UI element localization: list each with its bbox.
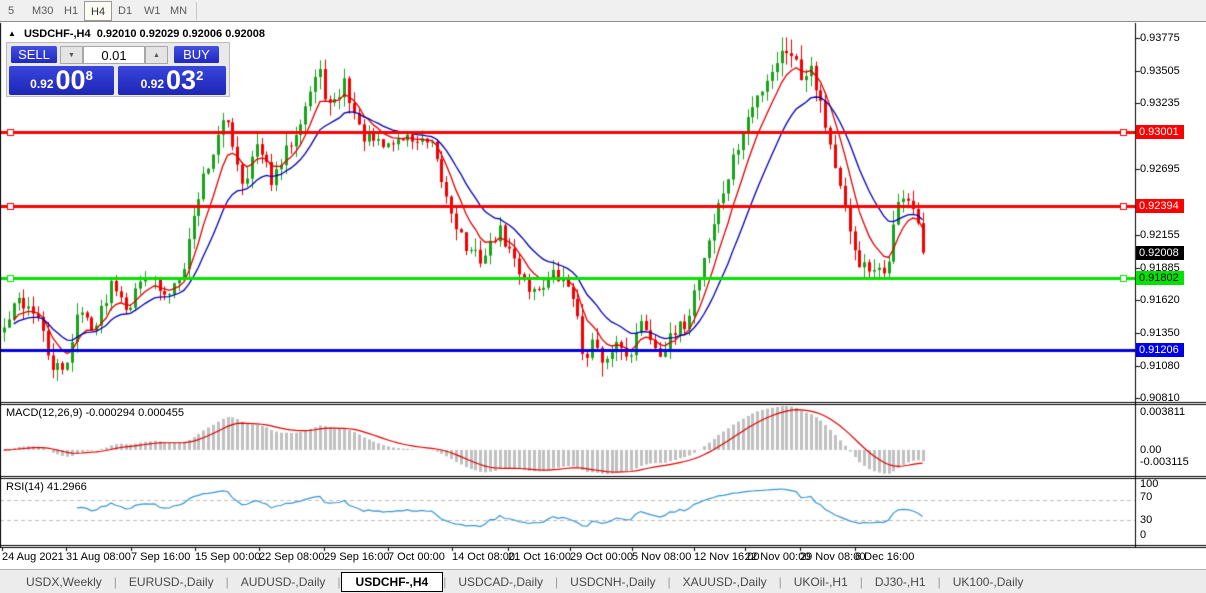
time-axis-label: 29 Oct 00:00 — [570, 551, 633, 563]
time-axis-label: 15 Sep 00:00 — [195, 551, 261, 563]
price-axis-tick-label: 0.93235 — [1140, 97, 1180, 110]
macd-axis-min-label: -0.003115 — [1140, 456, 1189, 468]
sell-price-big: 00 — [55, 65, 86, 95]
buy-button[interactable]: BUY — [174, 46, 219, 64]
price-level-label: 0.91206 — [1136, 343, 1184, 358]
chart-tab-usdx-weekly[interactable]: USDX,Weekly — [26, 574, 102, 589]
volume-increase-button[interactable]: ▲ — [145, 46, 168, 64]
time-axis-label: 29 Sep 16:00 — [324, 551, 390, 563]
price-level-label: 0.92008 — [1136, 245, 1184, 260]
chart-tab-uk100-daily[interactable]: UK100-,Daily — [952, 574, 1024, 589]
chart-tab-audusd-daily[interactable]: AUDUSD-,Daily — [240, 574, 326, 589]
price-axis-tick-label: 0.92155 — [1140, 228, 1180, 241]
rsi-axis-label: 0 — [1140, 529, 1147, 541]
rsi-axis-label: 100 — [1140, 478, 1159, 490]
timeframe-button-mn[interactable]: MN — [170, 5, 188, 17]
sell-button[interactable]: SELL — [11, 46, 57, 64]
time-axis-label: 21 Oct 16:00 — [508, 551, 571, 563]
buy-price-button[interactable]: 0.92 03 2 — [118, 66, 226, 95]
tab-separator: | — [778, 574, 782, 589]
timeframe-toolbar: 5 M30 H1 H4 D1 W1 MN — [0, 0, 1206, 22]
chart-title-symbol: USDCHF-,H4 — [23, 28, 91, 40]
price-axis-tick-label: 0.91620 — [1140, 293, 1180, 306]
chart-tab-usdcnh-daily[interactable]: USDCNH-,Daily — [570, 574, 656, 589]
price-axis-tick-label: 0.93505 — [1140, 64, 1180, 77]
tab-separator: | — [859, 574, 863, 589]
timeframe-button-h4[interactable]: H4 — [84, 1, 113, 21]
sell-price-button[interactable]: 0.92 00 8 — [9, 66, 114, 95]
toolbar-separator — [196, 2, 197, 20]
buy-price-prefix: 0.92 — [140, 77, 165, 91]
volume-input[interactable]: 0.01 — [83, 46, 145, 64]
macd-indicator-label: MACD(12,26,9) -0.000294 0.000455 — [6, 407, 184, 419]
time-axis-label: 6 Dec 16:00 — [855, 551, 915, 563]
chart-tab-usdcad-daily[interactable]: USDCAD-,Daily — [458, 574, 544, 589]
time-axis-label: 22 Nov 00:00 — [745, 551, 811, 563]
timeframe-button-d1[interactable]: D1 — [118, 5, 133, 17]
buy-price-big: 03 — [166, 65, 197, 95]
timeframe-button-5[interactable]: 5 — [8, 5, 15, 17]
price-axis-tick-label: 0.93775 — [1140, 31, 1180, 44]
price-axis-tick-label: 0.91080 — [1140, 359, 1180, 372]
rsi-axis-label: 30 — [1140, 514, 1153, 526]
tab-separator: | — [337, 574, 341, 589]
tab-separator: | — [113, 574, 117, 589]
chart-tab-xauusd-daily[interactable]: XAUUSD-,Daily — [682, 574, 767, 589]
time-axis-label: 12 Nov 16:00 — [694, 551, 760, 563]
time-axis-label: 7 Oct 00:00 — [388, 551, 445, 563]
macd-axis-max-label: 0.003811 — [1140, 406, 1186, 418]
tab-separator: | — [937, 574, 941, 589]
price-axis-tick-label: 0.91350 — [1140, 326, 1180, 339]
chart-tab-usdchf-h4[interactable]: USDCHF-,H4 — [340, 571, 444, 592]
chart-tab-dj30-h1[interactable]: DJ30-,H1 — [874, 574, 926, 589]
time-axis-label: 5 Nov 08:00 — [632, 551, 692, 563]
time-axis-label: 22 Sep 08:00 — [259, 551, 325, 563]
price-axis-tick-label: 0.90810 — [1140, 392, 1180, 405]
time-axis-label: 24 Aug 2021 — [2, 551, 64, 563]
time-axis-label: 14 Oct 08:00 — [452, 551, 515, 563]
timeframe-button-m30[interactable]: M30 — [32, 5, 54, 17]
tab-separator: | — [443, 574, 447, 589]
price-level-label: 0.93001 — [1136, 124, 1184, 139]
buy-price-sup: 2 — [196, 68, 204, 83]
chart-title: ▲ USDCHF-,H4 0.92010 0.92029 0.92006 0.9… — [8, 28, 265, 40]
price-axis-tick-label: 0.91885 — [1140, 261, 1180, 274]
price-axis-tick-label: 0.92695 — [1140, 163, 1180, 176]
chart-tab-ukoil-h1[interactable]: UKOil-,H1 — [793, 574, 848, 589]
time-axis-label: 29 Nov 08:00 — [800, 551, 866, 563]
tab-separator: | — [225, 574, 229, 589]
timeframe-button-h1[interactable]: H1 — [64, 5, 79, 17]
sell-price-sup: 8 — [85, 68, 93, 83]
macd-axis-zero-label: 0.00 — [1140, 443, 1162, 456]
time-axis-label: 7 Sep 16:00 — [131, 551, 191, 563]
rsi-axis-label: 70 — [1140, 491, 1153, 503]
tab-separator: | — [555, 574, 559, 589]
chart-tab-eurusd-daily[interactable]: EURUSD-,Daily — [128, 574, 214, 589]
sell-price-prefix: 0.92 — [30, 77, 54, 91]
chart-collapse-arrow-icon[interactable]: ▲ — [8, 29, 16, 38]
rsi-indicator-label: RSI(14) 41.2966 — [6, 481, 87, 493]
chart-tab-bar: USDX,Weekly | EURUSD-,Daily | AUDUSD-,Daily |… — [0, 569, 1206, 593]
price-level-label: 0.92394 — [1136, 198, 1184, 213]
price-level-label: 0.91802 — [1136, 270, 1184, 285]
timeframe-button-w1[interactable]: W1 — [144, 5, 161, 17]
volume-decrease-button[interactable]: ▼ — [60, 46, 83, 64]
one-click-trade-panel: SELL ▼ 0.01 ▲ BUY 0.92 00 8 0.92 03 2 — [6, 42, 230, 97]
time-axis-label: 31 Aug 08:00 — [66, 551, 131, 563]
tab-separator: | — [667, 574, 671, 589]
chart-title-ohlc: 0.92010 0.92029 0.92006 0.92008 — [96, 28, 265, 40]
